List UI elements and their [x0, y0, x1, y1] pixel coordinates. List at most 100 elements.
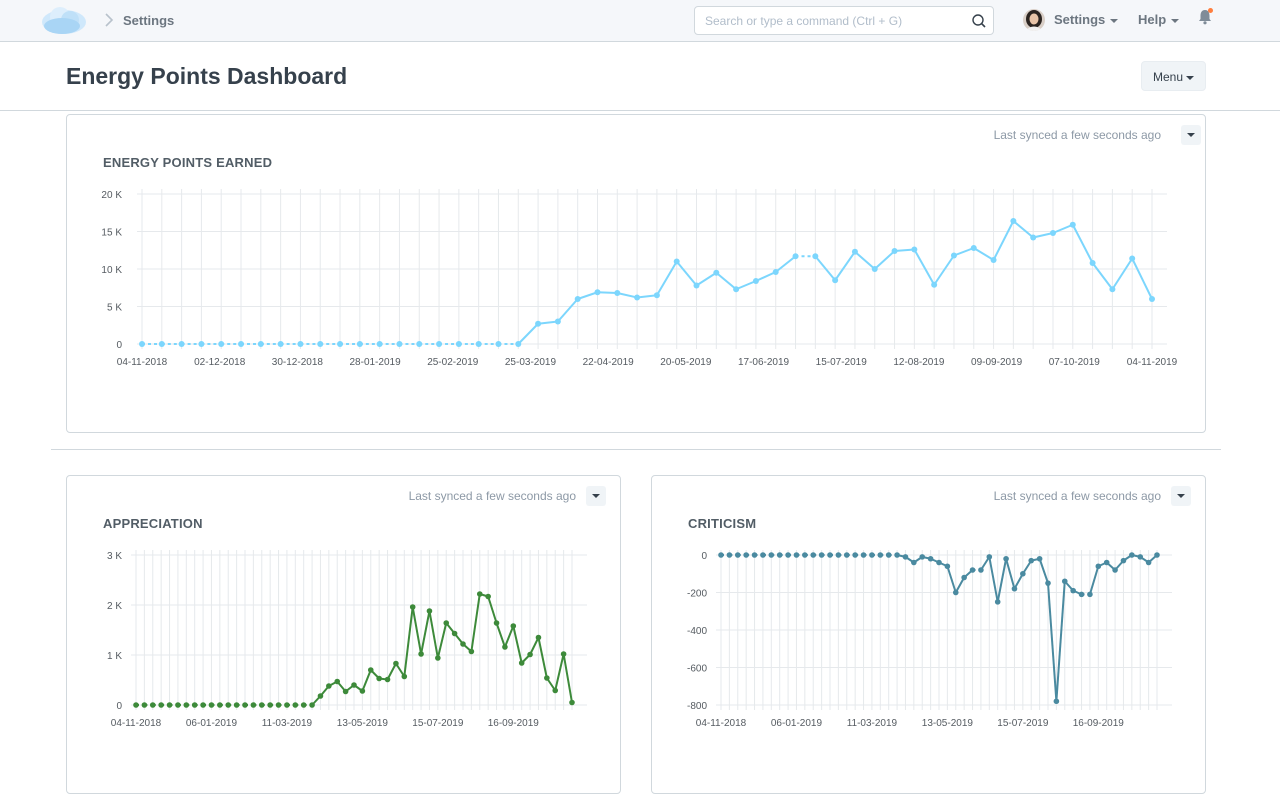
- widget-dropdown-button[interactable]: [1171, 486, 1191, 506]
- data-point: [292, 702, 299, 708]
- series-line-segment: [954, 577, 966, 593]
- data-point: [510, 623, 517, 629]
- data-point: [493, 620, 500, 626]
- data-point: [673, 258, 680, 265]
- criticism-chart: 0 -200 -400 -600 -800 04-11-2018 06-01-2019 11-…: [687, 550, 1172, 729]
- series-line-segment: [973, 247, 995, 261]
- data-point: [495, 341, 502, 347]
- series-line-segment: [487, 596, 498, 624]
- data-point: [1087, 591, 1093, 598]
- data-point: [309, 702, 315, 708]
- widget-dropdown-button[interactable]: [1181, 125, 1201, 145]
- series-line-segment: [1111, 257, 1134, 290]
- menu-label: Menu: [1153, 70, 1184, 84]
- data-point: [1120, 557, 1127, 564]
- data-point: [743, 552, 749, 558]
- series-line-segment: [562, 653, 573, 703]
- data-point: [1129, 255, 1136, 262]
- settings-dropdown[interactable]: Settings: [1054, 12, 1119, 27]
- series-line-segment: [775, 255, 797, 273]
- cloud-logo-icon[interactable]: [40, 4, 88, 41]
- y-tick-label: 0: [701, 551, 707, 562]
- data-point: [827, 552, 833, 558]
- data-point: [634, 294, 641, 301]
- last-synced-text: Last synced a few seconds ago: [408, 489, 576, 503]
- bell-icon[interactable]: [1198, 8, 1213, 30]
- page-header: Energy Points Dashboard Menu: [0, 42, 1280, 111]
- data-point: [317, 341, 324, 347]
- data-point: [978, 567, 984, 573]
- y-tick-label: 0: [116, 701, 122, 712]
- data-point: [275, 702, 282, 708]
- data-point: [1149, 296, 1155, 302]
- data-point: [242, 702, 248, 708]
- search-input[interactable]: [695, 7, 965, 34]
- data-point: [851, 248, 858, 255]
- data-point: [835, 552, 842, 558]
- x-tick-label: 11-03-2019: [847, 718, 898, 729]
- x-tick-label: 07-10-2019: [1049, 357, 1101, 368]
- x-tick-label: 04-11-2019: [1127, 357, 1178, 368]
- data-point: [544, 675, 550, 681]
- x-tick-label: 09-09-2019: [971, 357, 1023, 368]
- x-tick-label: 20-05-2019: [660, 357, 712, 368]
- series-line-segment: [894, 248, 915, 252]
- widget-title: CRITICISM: [688, 516, 757, 531]
- caret-down-icon: [1186, 75, 1195, 80]
- series-line-segment: [512, 625, 523, 664]
- x-tick-label: 17-06-2019: [738, 357, 790, 368]
- data-point: [986, 554, 993, 560]
- data-point: [326, 683, 332, 689]
- chevron-right-icon: [104, 12, 114, 33]
- series-line-segment: [361, 669, 372, 692]
- widget-energy-points-earned: Last synced a few seconds ago ENERGY POI…: [66, 114, 1206, 433]
- series-line-segment: [636, 294, 658, 299]
- series-line-segment: [495, 622, 506, 648]
- data-point: [891, 248, 898, 254]
- last-synced-text: Last synced a few seconds ago: [993, 489, 1161, 503]
- data-point: [1011, 585, 1018, 592]
- data-point: [233, 702, 240, 708]
- series-line-segment: [1013, 573, 1024, 590]
- data-point: [485, 593, 491, 600]
- data-point: [1089, 260, 1096, 266]
- data-point: [535, 634, 542, 641]
- settings-label: Settings: [1054, 12, 1106, 27]
- menu-button[interactable]: Menu: [1141, 61, 1206, 91]
- data-point: [376, 675, 382, 682]
- x-tick-label: 04-11-2018: [117, 357, 168, 368]
- series-line-segment: [537, 637, 548, 679]
- y-tick-label: 3 K: [107, 551, 122, 562]
- help-dropdown[interactable]: Help: [1138, 12, 1180, 27]
- data-point: [384, 676, 391, 683]
- data-point: [950, 252, 957, 259]
- series-line-segment: [403, 606, 414, 677]
- widget-title: ENERGY POINTS EARNED: [103, 155, 273, 170]
- page-title: Energy Points Dashboard: [66, 63, 348, 89]
- widget-dropdown-button[interactable]: [586, 486, 606, 506]
- data-point: [560, 651, 567, 657]
- data-point: [342, 688, 349, 695]
- series-line-segment: [1012, 220, 1034, 239]
- data-point: [969, 567, 976, 573]
- user-avatar[interactable]: [1023, 9, 1045, 31]
- data-point: [133, 702, 139, 708]
- breadcrumb-settings[interactable]: Settings: [123, 13, 175, 28]
- search-icon[interactable]: [971, 13, 987, 34]
- y-tick-label: -200: [687, 589, 707, 600]
- data-point: [183, 702, 190, 708]
- data-point: [772, 269, 779, 275]
- data-point: [885, 552, 892, 558]
- series-line-segment: [557, 298, 579, 323]
- y-tick-label: 20 K: [101, 190, 122, 201]
- data-point: [693, 282, 700, 289]
- y-tick-label: 1 K: [107, 651, 122, 662]
- data-point: [810, 552, 817, 558]
- data-point: [238, 341, 245, 347]
- series-line-segment: [386, 663, 397, 680]
- series-line-segment: [946, 565, 957, 593]
- data-point: [297, 341, 304, 347]
- series-line-segment: [1091, 262, 1114, 290]
- data-point: [367, 667, 374, 673]
- data-point: [994, 599, 1001, 605]
